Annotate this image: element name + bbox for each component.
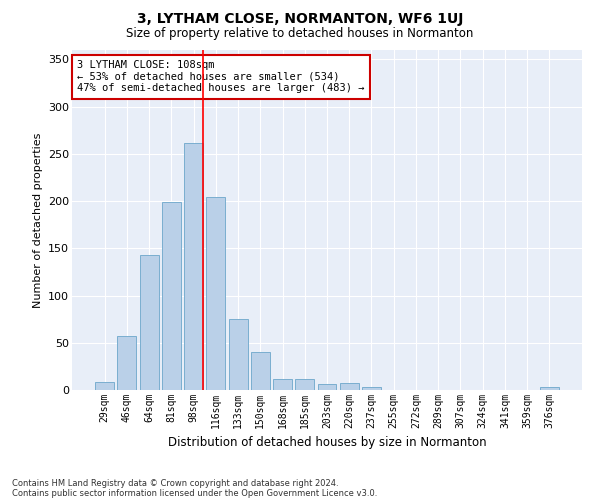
X-axis label: Distribution of detached houses by size in Normanton: Distribution of detached houses by size … bbox=[167, 436, 487, 450]
Bar bbox=[118, 336, 136, 390]
Bar bbox=[206, 198, 225, 390]
Y-axis label: Number of detached properties: Number of detached properties bbox=[32, 132, 43, 308]
Text: 3, LYTHAM CLOSE, NORMANTON, WF6 1UJ: 3, LYTHAM CLOSE, NORMANTON, WF6 1UJ bbox=[137, 12, 463, 26]
Bar bbox=[229, 319, 248, 390]
Bar bbox=[540, 387, 559, 390]
Bar bbox=[251, 352, 270, 390]
Bar bbox=[140, 255, 158, 390]
Text: Contains public sector information licensed under the Open Government Licence v3: Contains public sector information licen… bbox=[12, 488, 377, 498]
Bar bbox=[95, 382, 114, 390]
Bar bbox=[295, 378, 314, 390]
Bar bbox=[362, 387, 381, 390]
Bar bbox=[340, 384, 359, 390]
Bar bbox=[317, 384, 337, 390]
Text: Size of property relative to detached houses in Normanton: Size of property relative to detached ho… bbox=[127, 28, 473, 40]
Bar bbox=[273, 378, 292, 390]
Text: 3 LYTHAM CLOSE: 108sqm
← 53% of detached houses are smaller (534)
47% of semi-de: 3 LYTHAM CLOSE: 108sqm ← 53% of detached… bbox=[77, 60, 365, 94]
Bar bbox=[162, 202, 181, 390]
Bar bbox=[184, 144, 203, 390]
Text: Contains HM Land Registry data © Crown copyright and database right 2024.: Contains HM Land Registry data © Crown c… bbox=[12, 478, 338, 488]
